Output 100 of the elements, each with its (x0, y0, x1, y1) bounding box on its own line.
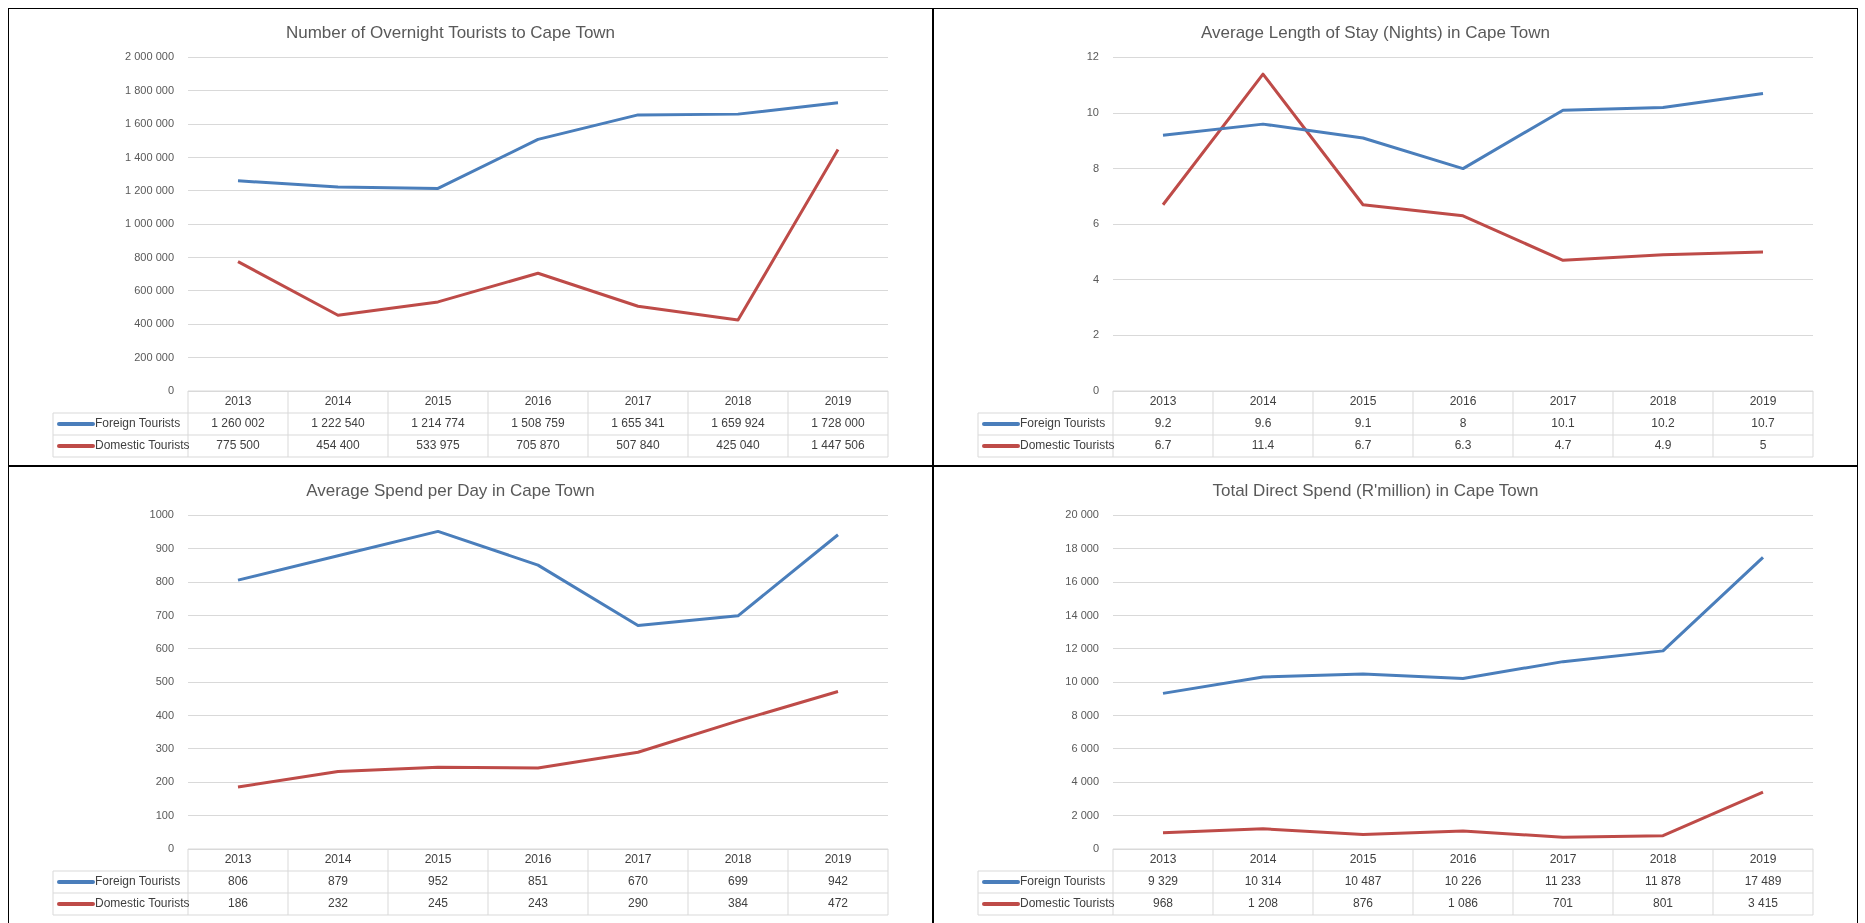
x-tick-label: 2014 (324, 394, 352, 409)
x-tick-label: 2018 (724, 852, 752, 867)
x-tick-label: 2017 (624, 852, 652, 867)
y-tick-label: 4 000 (1071, 775, 1099, 788)
data-label: 533 975 (416, 438, 461, 453)
data-label: 1 086 (1447, 896, 1479, 911)
data-label: 11 233 (1545, 874, 1582, 889)
data-label: 670 (627, 874, 649, 889)
data-label: 384 (727, 896, 749, 911)
x-tick-label: 2016 (1449, 394, 1477, 409)
y-tick-label: 12 000 (1065, 641, 1099, 654)
legend-label: Foreign Tourists (1020, 874, 1106, 889)
y-tick-label: 2 000 000 (125, 50, 174, 63)
legend-label: Foreign Tourists (95, 416, 181, 431)
data-label: 4.7 (1554, 438, 1572, 453)
data-label: 9 329 (1147, 874, 1179, 889)
y-tick-label: 1 600 000 (125, 117, 174, 130)
y-tick-label: 400 000 (134, 317, 174, 330)
legend-label: Foreign Tourists (1020, 416, 1106, 431)
x-tick-label: 2018 (724, 394, 752, 409)
y-tick-label: 8 (1092, 161, 1099, 174)
y-tick-label: 0 (167, 842, 174, 855)
y-tick-label: 800 000 (134, 250, 174, 263)
data-label: 6.3 (1454, 438, 1472, 453)
data-label: 701 (1552, 896, 1574, 911)
y-tick-label: 600 000 (134, 283, 174, 296)
y-tick-label: 100 (155, 808, 174, 821)
data-label: 968 (1152, 896, 1174, 911)
x-tick-label: 2015 (1349, 852, 1377, 867)
y-tick-label: 1 400 000 (125, 150, 174, 163)
data-label: 775 500 (216, 438, 261, 453)
data-label: 186 (227, 896, 249, 911)
y-tick-label: 1000 (149, 508, 174, 521)
y-tick-label: 900 (155, 541, 174, 554)
y-tick-label: 700 (155, 608, 174, 621)
y-tick-label: 0 (1092, 384, 1099, 397)
data-label: 17 489 (1744, 874, 1782, 889)
data-label: 290 (627, 896, 649, 911)
x-tick-label: 2013 (224, 852, 252, 867)
x-tick-label: 2017 (1549, 394, 1577, 409)
x-tick-label: 2015 (424, 852, 452, 867)
chart-title: Average Spend per Day in Cape Town (306, 480, 595, 500)
data-label: 243 (527, 896, 549, 911)
x-tick-label: 2016 (1449, 852, 1477, 867)
data-label: 10 487 (1344, 874, 1382, 889)
x-tick-label: 2014 (324, 852, 352, 867)
data-label: 9.1 (1354, 416, 1372, 431)
x-tick-label: 2019 (824, 852, 852, 867)
y-tick-label: 14 000 (1065, 608, 1099, 621)
legend-label: Domestic Tourists (1020, 438, 1115, 453)
y-tick-label: 800 (155, 575, 174, 588)
data-label: 425 040 (716, 438, 761, 453)
y-tick-label: 0 (1092, 842, 1099, 855)
x-tick-label: 2013 (224, 394, 252, 409)
data-label: 245 (427, 896, 449, 911)
y-tick-label: 2 000 (1071, 808, 1099, 821)
x-tick-label: 2019 (1749, 394, 1777, 409)
data-label: 472 (827, 896, 849, 911)
chart-title: Average Length of Stay (Nights) in Cape Town (1200, 22, 1551, 42)
data-label: 10.1 (1551, 416, 1575, 431)
legend-label: Foreign Tourists (95, 874, 181, 889)
data-label: 6.7 (1354, 438, 1372, 453)
x-tick-label: 2013 (1149, 852, 1177, 867)
data-label: 10.2 (1651, 416, 1675, 431)
x-tick-label: 2014 (1249, 394, 1277, 409)
data-label: 1 447 506 (811, 438, 866, 453)
y-tick-label: 200 (155, 775, 174, 788)
data-label: 952 (427, 874, 449, 889)
data-label: 1 214 774 (411, 416, 466, 431)
y-tick-label: 4 (1092, 272, 1099, 285)
data-label: 699 (727, 874, 749, 889)
data-label: 454 400 (316, 438, 361, 453)
x-tick-label: 2019 (1749, 852, 1777, 867)
data-label: 942 (827, 874, 849, 889)
data-label: 1 655 341 (611, 416, 666, 431)
y-tick-label: 600 (155, 641, 174, 654)
y-tick-label: 12 (1086, 50, 1099, 63)
x-tick-label: 2018 (1649, 394, 1677, 409)
data-label: 10 226 (1444, 874, 1482, 889)
data-label: 1 208 (1247, 896, 1279, 911)
data-label: 5 (1759, 438, 1767, 453)
data-label: 11.4 (1251, 438, 1275, 453)
y-tick-label: 8 000 (1071, 708, 1099, 721)
y-tick-label: 6 (1092, 217, 1099, 230)
y-tick-label: 400 (155, 708, 174, 721)
legend-label: Domestic Tourists (95, 896, 190, 911)
x-tick-label: 2014 (1249, 852, 1277, 867)
legend-label: Domestic Tourists (1020, 896, 1115, 911)
data-label: 1 222 540 (311, 416, 366, 431)
x-tick-label: 2013 (1149, 394, 1177, 409)
x-tick-label: 2017 (1549, 852, 1577, 867)
legend-label: Domestic Tourists (95, 438, 190, 453)
y-tick-label: 6 000 (1071, 741, 1099, 754)
x-tick-label: 2015 (1349, 394, 1377, 409)
y-tick-label: 200 000 (134, 350, 174, 363)
data-label: 3 415 (1747, 896, 1779, 911)
data-label: 10.7 (1751, 416, 1775, 431)
data-label: 10 314 (1244, 874, 1282, 889)
data-label: 1 659 924 (711, 416, 766, 431)
chart-title: Number of Overnight Tourists to Cape Town (285, 22, 616, 42)
